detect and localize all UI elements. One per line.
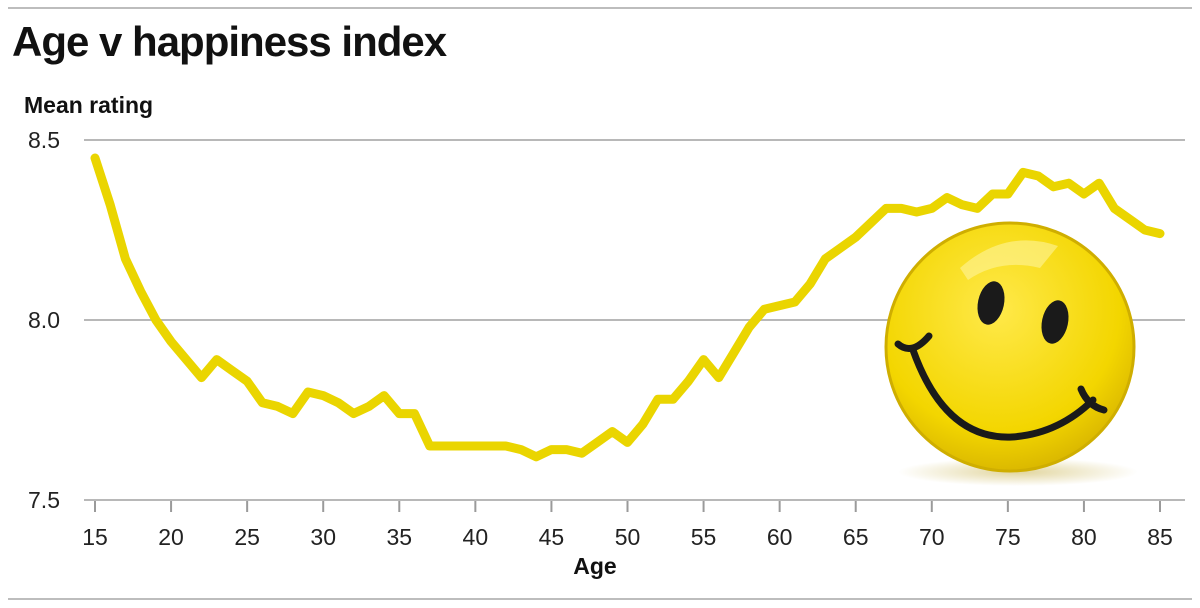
x-tick-label: 80 — [1071, 524, 1097, 550]
series-group — [90, 153, 1165, 462]
smiley-mouth — [909, 346, 1097, 441]
y-tick-label: 8.0 — [28, 307, 60, 333]
smiley-left-eye — [977, 281, 1005, 325]
y-tick-label: 7.5 — [28, 487, 60, 513]
x-tick-label: 70 — [919, 524, 945, 550]
smiley-highlight — [960, 240, 1058, 280]
top-rule — [8, 7, 1192, 9]
y-axis-label: Mean rating — [24, 92, 154, 118]
x-tick-label: 85 — [1147, 524, 1173, 550]
x-tick-label: 40 — [463, 524, 489, 550]
chart-title: Age v happiness index — [12, 18, 447, 65]
x-tick-label: 35 — [386, 524, 412, 550]
x-tick-label: 20 — [158, 524, 184, 550]
x-tick-label: 75 — [995, 524, 1021, 550]
bottom-rule — [8, 598, 1192, 600]
x-tick-label: 55 — [691, 524, 717, 550]
x-tick-label: 60 — [767, 524, 793, 550]
x-tick-label: 50 — [615, 524, 641, 550]
y-tick-label: 8.5 — [28, 127, 60, 153]
y-tick-labels: 7.5 8.0 8.5 — [28, 127, 60, 513]
smiley-right-eye — [1041, 300, 1069, 344]
smiley-face-icon — [884, 221, 1138, 486]
x-tick-label: 30 — [310, 524, 336, 550]
smiley-mouth-left-dimple — [894, 332, 933, 352]
x-tick-label: 15 — [82, 524, 108, 550]
x-tick-label: 45 — [539, 524, 565, 550]
smiley-mouth-right-dimple — [1077, 385, 1108, 414]
x-tick-labels: 15 20 25 30 35 40 45 50 55 60 65 70 75 80 85 — [82, 501, 1173, 550]
x-axis-label: Age — [573, 553, 617, 579]
x-tick-label: 25 — [234, 524, 260, 550]
x-tick-label: 65 — [843, 524, 869, 550]
